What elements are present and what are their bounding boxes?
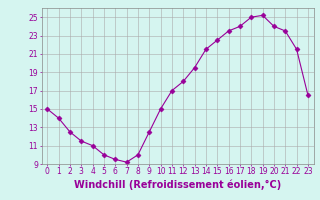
X-axis label: Windchill (Refroidissement éolien,°C): Windchill (Refroidissement éolien,°C) xyxy=(74,179,281,190)
